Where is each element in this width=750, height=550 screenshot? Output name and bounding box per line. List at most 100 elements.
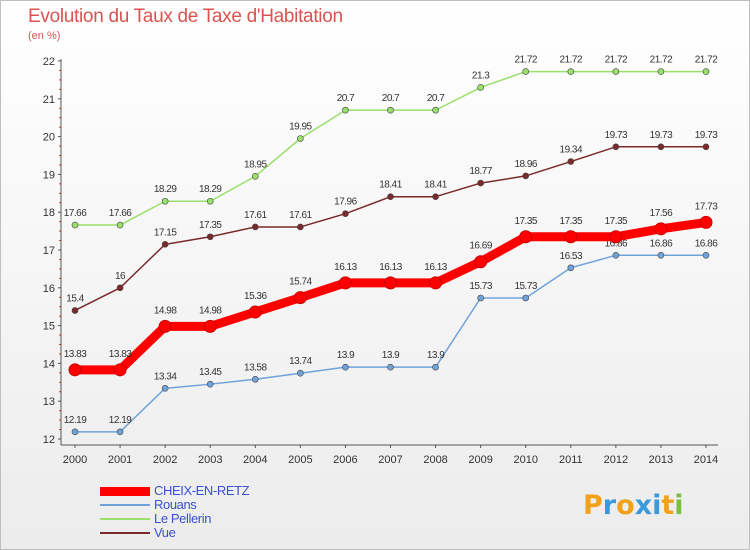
data-point: [612, 251, 620, 259]
data-label: 13.83: [109, 349, 132, 360]
logo-letter: i: [652, 490, 662, 521]
x-tick-label: 2007: [378, 454, 402, 466]
y-tick-label: 16: [43, 283, 55, 295]
legend-item: Le Pellerin: [100, 512, 300, 526]
data-label: 16.86: [605, 238, 628, 249]
data-label: 16.69: [469, 241, 492, 252]
logo-letter: i: [674, 490, 684, 521]
legend-item: Rouans: [100, 498, 300, 512]
data-point: [251, 375, 259, 383]
data-point: [657, 251, 665, 259]
data-label: 21.72: [605, 55, 628, 66]
data-label: 18.77: [469, 166, 492, 177]
data-point: [477, 294, 484, 302]
data-point: [612, 143, 620, 151]
chart-title: Evolution du Taux de Taxe d'Habitation: [28, 6, 343, 27]
data-label: 17.73: [695, 201, 718, 212]
data-point: [68, 363, 82, 377]
y-tick-label: 20: [43, 132, 55, 144]
data-label: 17.56: [650, 208, 673, 219]
data-point: [251, 223, 259, 231]
data-label: 15.4: [66, 293, 84, 304]
x-tick-label: 2006: [333, 454, 357, 466]
x-tick-label: 2004: [243, 454, 267, 466]
data-label: 17.66: [109, 208, 132, 219]
data-label: 14.98: [199, 305, 222, 316]
data-label: 13.34: [154, 371, 177, 382]
data-label: 21.3: [472, 70, 490, 81]
legend-label: CHEIX-EN-RETZ: [154, 483, 250, 498]
x-tick-label: 2013: [649, 454, 673, 466]
data-point: [567, 158, 575, 165]
data-label: 17.15: [154, 227, 177, 238]
data-label: 17.35: [199, 220, 222, 231]
logo-letter: x: [634, 490, 653, 521]
data-point: [116, 428, 124, 436]
y-tick-label: 13: [43, 396, 55, 408]
data-label: 13.83: [64, 349, 87, 360]
data-point: [657, 143, 665, 151]
data-label: 16: [115, 271, 126, 282]
data-point: [384, 276, 397, 290]
x-tick-label: 2010: [513, 454, 537, 466]
data-point: [567, 264, 575, 272]
data-label: 19.73: [695, 130, 718, 141]
data-label: 17.96: [334, 197, 357, 208]
data-label: 16.13: [379, 262, 402, 273]
data-label: 13.9: [427, 350, 445, 361]
data-point: [432, 106, 439, 114]
data-point: [702, 251, 710, 259]
legend-swatch: [100, 518, 150, 520]
data-label: 21.72: [514, 55, 537, 66]
data-point: [71, 307, 79, 314]
data-label: 20.7: [337, 93, 355, 104]
data-point: [699, 215, 713, 229]
data-point: [564, 230, 578, 244]
data-label: 15.73: [469, 281, 492, 292]
data-label: 17.35: [514, 216, 537, 227]
logo-letter: o: [616, 490, 635, 521]
data-point: [158, 319, 172, 333]
legend-swatch: [100, 532, 150, 534]
chart-legend: CHEIX-EN-RETZ Rouans Le Pellerin Vue: [100, 484, 300, 540]
data-label: 16.86: [695, 238, 718, 249]
data-point: [71, 221, 79, 229]
data-label: 20.7: [427, 93, 445, 104]
data-point: [206, 197, 214, 205]
data-point: [161, 197, 169, 205]
data-label: 16.86: [650, 238, 673, 249]
data-point: [113, 363, 127, 377]
data-label: 21.72: [650, 55, 673, 66]
data-label: 16.53: [560, 251, 583, 262]
data-point: [612, 68, 620, 75]
data-label: 13.58: [244, 362, 267, 373]
legend-item: Vue: [100, 526, 300, 540]
data-point: [116, 284, 124, 292]
x-tick-label: 2001: [108, 454, 132, 466]
data-point: [206, 233, 214, 241]
data-point: [297, 135, 304, 142]
y-tick-label: 22: [43, 56, 55, 68]
data-point: [702, 143, 710, 151]
data-label: 21.72: [560, 55, 583, 66]
data-point: [432, 193, 439, 201]
data-point: [432, 363, 439, 371]
data-label: 19.34: [560, 145, 583, 156]
data-point: [338, 276, 352, 290]
logo-letter: t: [661, 490, 675, 521]
data-label: 16.13: [424, 262, 447, 273]
data-label: 12.19: [64, 415, 87, 426]
y-tick-label: 12: [43, 434, 55, 446]
logo-letter: P: [583, 490, 603, 521]
x-tick-label: 2009: [468, 454, 492, 466]
data-label: 18.95: [244, 159, 267, 170]
data-label: 18.29: [199, 184, 222, 195]
chart-subtitle: (en %): [28, 30, 61, 42]
data-point: [206, 380, 214, 388]
data-point: [702, 68, 710, 75]
data-label: 18.41: [424, 180, 447, 191]
data-point: [477, 84, 484, 91]
data-point: [71, 428, 79, 436]
data-point: [477, 179, 484, 187]
